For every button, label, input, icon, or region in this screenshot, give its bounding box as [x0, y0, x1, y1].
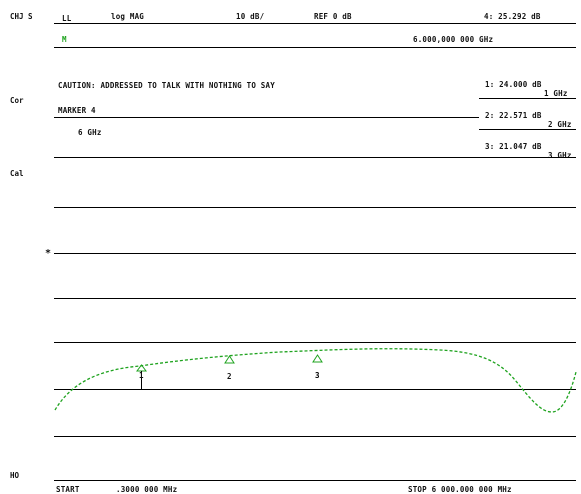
marker-3-label: 3 [315, 371, 320, 380]
graticule-line [54, 253, 576, 254]
cor-label: Cor [10, 96, 24, 105]
caution-message: CAUTION: ADDRESSED TO TALK WITH NOTHING … [58, 81, 275, 90]
header-rule [54, 23, 576, 24]
graticule-line [54, 436, 576, 437]
marker-3-freq: 3 GHz [548, 151, 572, 160]
active-marker-indicator: M [62, 35, 67, 44]
caution-freq: 6 GHz [78, 128, 102, 137]
channel-label: CHJ S [10, 12, 33, 21]
format-short: LL [62, 14, 72, 23]
cal-label: Cal [10, 169, 24, 178]
marker-readout: 4: 25.292 dB [484, 12, 541, 21]
marker-3-triangle [312, 354, 323, 363]
header-rule-2 [54, 47, 576, 48]
marker-frequency: 6.000,000 000 GHz [413, 35, 494, 44]
ref-label: REF 0 dB [314, 12, 352, 21]
marker-1-label: 1 [139, 371, 144, 380]
graticule-reference-line [54, 389, 576, 390]
scale-label: 10 dB/ [236, 12, 265, 21]
marker-1-freq: 1 GHz [544, 89, 568, 98]
graticule-line [54, 342, 576, 343]
caution-marker: MARKER 4 [58, 106, 96, 115]
marker-2-rule [479, 129, 576, 130]
stop-frequency: STOP 6 000.000 000 MHz [408, 485, 512, 494]
graticule-line [54, 207, 576, 208]
measurement-trace [54, 348, 577, 413]
marker-2-label: 2 [227, 372, 232, 381]
marker-1-value: 1: 24.000 dB [485, 80, 542, 89]
marker-2-freq: 2 GHz [548, 120, 572, 129]
format-label: log MAG [111, 12, 145, 21]
marker-2-value: 2: 22.571 dB [485, 111, 542, 120]
marker-3-value: 3: 21.047 dB [485, 142, 542, 151]
start-label: START [56, 485, 80, 494]
marker-2-triangle [224, 355, 235, 364]
marker-1-rule [479, 98, 576, 99]
caution-rule [54, 117, 479, 118]
star-label: * [45, 248, 52, 259]
graticule-line [54, 298, 576, 299]
start-frequency: .3000 000 MHz [116, 485, 178, 494]
graticule-line [54, 157, 576, 158]
ho-label: HO [10, 471, 20, 480]
graticule-line [54, 480, 576, 481]
